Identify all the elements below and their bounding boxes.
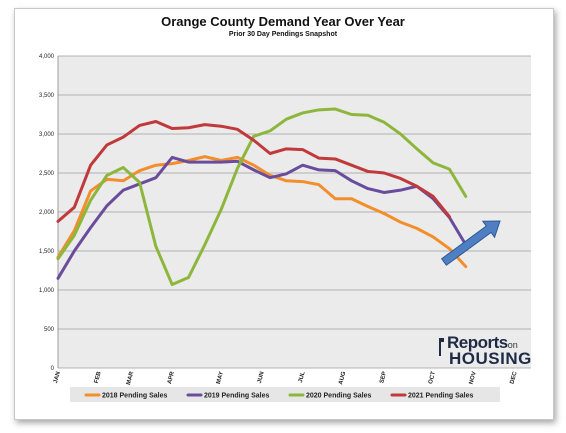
trend-arrow-icon: [440, 220, 501, 266]
legend-label: 2019 Pending Sales: [204, 393, 269, 400]
series-line: [56, 120, 451, 223]
y-tick-label: 1,500: [39, 249, 55, 255]
x-tick-label: MAY: [216, 371, 225, 385]
series-line: [56, 155, 468, 269]
legend-label: 2018 Pending Sales: [102, 393, 167, 400]
x-tick-label: NOV: [469, 371, 478, 385]
y-tick-label: 2,500: [39, 171, 55, 177]
y-tick-label: 3,000: [39, 132, 55, 138]
legend-label: 2021 Pending Sales: [408, 393, 473, 400]
x-tick-label: JUN: [257, 371, 266, 384]
chart-title: Orange County Demand Year Over Year: [161, 14, 405, 29]
logo-on: on: [507, 340, 518, 350]
x-tick-label: DEC: [510, 370, 519, 384]
reports-on-housing-logo: Reportson HOUSING: [437, 333, 533, 369]
y-tick-label: 1,000: [39, 288, 55, 294]
x-tick-label: OCT: [428, 371, 437, 385]
legend-box: [70, 387, 500, 402]
y-tick-label: 3,500: [39, 93, 55, 99]
x-tick-label: MAR: [126, 370, 136, 385]
x-tick-label: FEB: [94, 370, 103, 384]
logo-mark-icon: [439, 338, 444, 356]
x-tick-label: JUL: [298, 371, 307, 384]
y-tick-label: 500: [44, 327, 55, 333]
y-tick-label: 4,000: [39, 54, 55, 60]
x-tick-label: AUG: [338, 371, 347, 386]
series-line: [56, 155, 468, 280]
logo-housing: HOUSING: [449, 349, 532, 368]
series-line: [56, 107, 468, 287]
logo-reports: Reports: [447, 333, 508, 352]
chart-subtitle: Prior 30 Day Pendings Snapshot: [228, 31, 338, 38]
x-tick-label: JAN: [53, 371, 62, 384]
x-tick-label: APR: [167, 370, 176, 384]
y-tick-label: 2,000: [39, 210, 55, 216]
y-tick-label: 0: [51, 366, 55, 372]
legend-label: 2020 Pending Sales: [306, 393, 371, 400]
x-tick-label: SEP: [379, 371, 388, 384]
